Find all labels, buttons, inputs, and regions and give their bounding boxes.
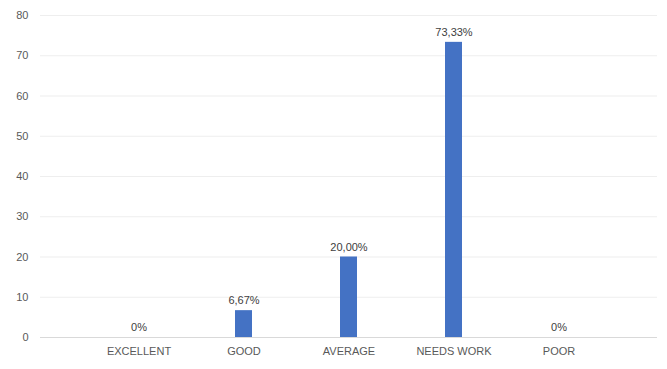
svg-text:0%: 0% (131, 321, 147, 333)
svg-text:NEEDS WORK: NEEDS WORK (416, 345, 492, 357)
svg-text:GOOD: GOOD (227, 345, 261, 357)
svg-text:70: 70 (16, 49, 28, 61)
svg-text:POOR: POOR (543, 345, 575, 357)
svg-text:60: 60 (16, 90, 28, 102)
svg-text:EXCELLENT: EXCELLENT (107, 345, 171, 357)
svg-text:6,67%: 6,67% (228, 294, 259, 306)
svg-text:AVERAGE: AVERAGE (323, 345, 375, 357)
svg-text:10: 10 (16, 291, 28, 303)
svg-text:73,33%: 73,33% (435, 26, 473, 38)
svg-text:0%: 0% (551, 321, 567, 333)
svg-text:40: 40 (16, 170, 28, 182)
svg-text:80: 80 (16, 9, 28, 21)
svg-text:50: 50 (16, 130, 28, 142)
svg-text:30: 30 (16, 210, 28, 222)
svg-text:20: 20 (16, 251, 28, 263)
svg-text:0: 0 (22, 331, 28, 343)
svg-text:20,00%: 20,00% (330, 241, 368, 253)
